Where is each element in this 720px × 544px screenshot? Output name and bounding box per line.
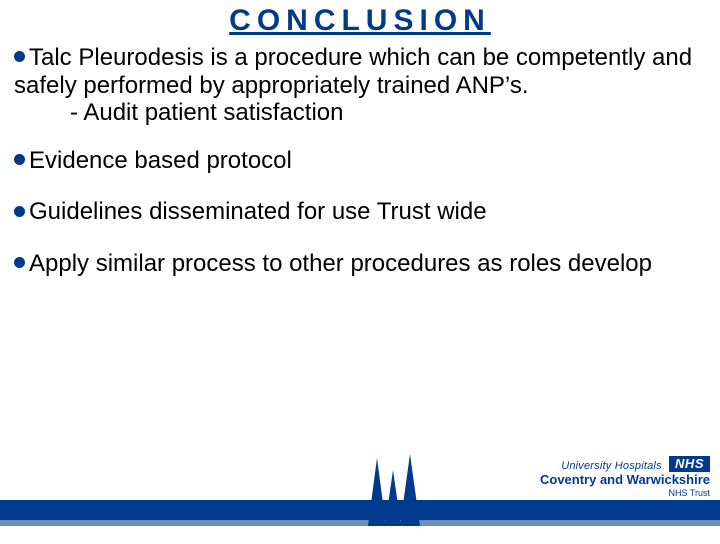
- nhs-logo: University Hospitals NHS Coventry and Wa…: [540, 456, 710, 498]
- list-item: Evidence based protocol: [14, 147, 706, 175]
- bullet-list: Talc Pleurodesis is a procedure which ca…: [0, 44, 720, 278]
- list-item-text: Talc Pleurodesis is a procedure which ca…: [14, 44, 692, 99]
- logo-line-2: Coventry and Warwickshire: [540, 473, 710, 486]
- logo-line-1: University Hospitals NHS: [540, 456, 710, 472]
- slide-title: CONCLUSION: [0, 4, 720, 38]
- spire-right: [400, 454, 420, 526]
- list-item-text: Apply similar process to other procedure…: [29, 250, 652, 277]
- bullet-icon: [14, 206, 25, 217]
- bullet-icon: [14, 257, 25, 268]
- bullet-icon: [14, 154, 25, 165]
- spire-mid: [385, 470, 401, 526]
- list-item: Talc Pleurodesis is a procedure which ca…: [14, 44, 706, 127]
- logo-uh-text: University Hospitals: [561, 460, 662, 472]
- bullet-icon: [14, 51, 25, 62]
- list-item: Apply similar process to other procedure…: [14, 250, 706, 278]
- footer: University Hospitals NHS Coventry and Wa…: [0, 452, 720, 544]
- list-item-text: Guidelines disseminated for use Trust wi…: [29, 198, 487, 225]
- logo-line-3: NHS Trust: [540, 489, 710, 498]
- spires-icon: [352, 454, 432, 526]
- spire-left: [368, 458, 386, 526]
- list-item-text: Evidence based protocol: [29, 147, 292, 174]
- list-item-sub: - Audit patient satisfaction: [70, 99, 706, 127]
- list-item: Guidelines disseminated for use Trust wi…: [14, 198, 706, 226]
- nhs-badge: NHS: [669, 456, 710, 472]
